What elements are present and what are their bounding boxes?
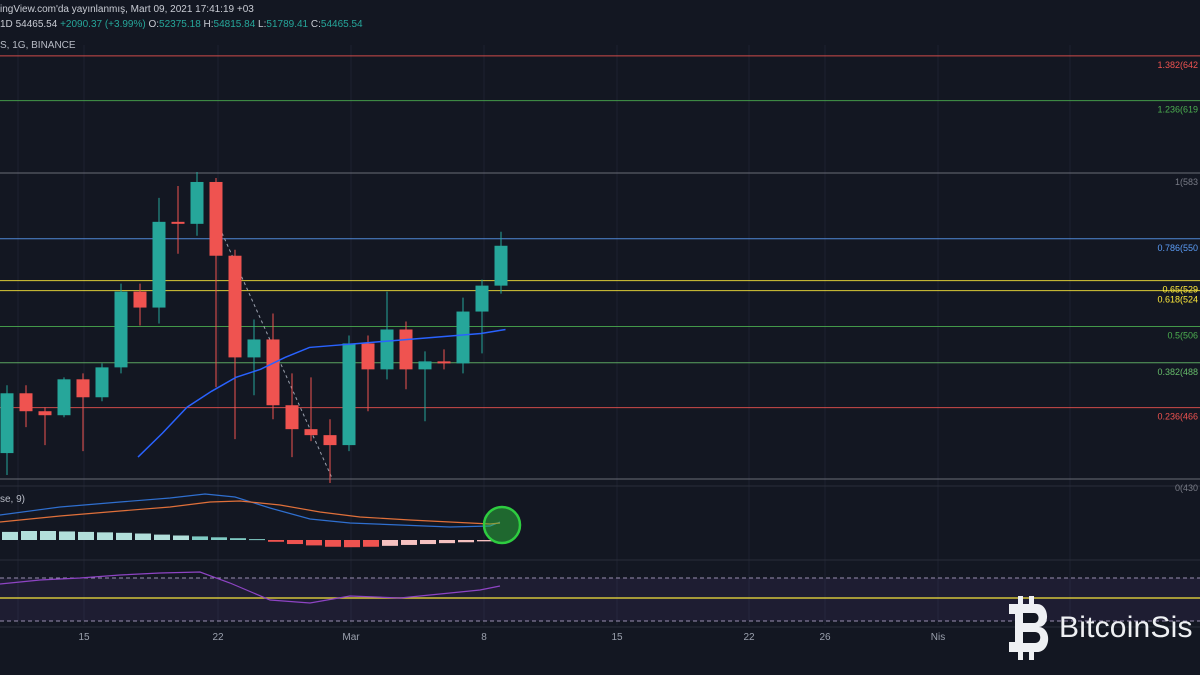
x-tick-label: Nis xyxy=(931,632,945,643)
candle-body xyxy=(114,291,128,368)
macd-histogram-bar xyxy=(154,534,170,540)
fib-level-label: 0.618(524 xyxy=(1157,295,1198,305)
candle-body xyxy=(209,181,223,256)
macd-histogram-bar xyxy=(21,531,37,540)
candle-body xyxy=(228,255,242,358)
macd-histogram-bar xyxy=(363,540,379,547)
macd-histogram-bar xyxy=(249,539,265,541)
macd-histogram-bar xyxy=(116,532,132,540)
macd-histogram-bar xyxy=(135,533,151,540)
x-tick-label: Mar xyxy=(342,632,360,643)
high-label: H: xyxy=(203,19,214,30)
macd-histogram-bar xyxy=(325,540,341,547)
candle-body xyxy=(266,339,280,406)
low-value: 51789.41 xyxy=(266,19,309,30)
x-tick-label: 15 xyxy=(611,632,623,643)
candle-body xyxy=(38,411,52,416)
macd-histogram-bar xyxy=(2,531,18,540)
fib-level-label: 0(430 xyxy=(1175,483,1198,493)
open-value: 52375.18 xyxy=(159,19,201,30)
fib-level-label: 0.65(529 xyxy=(1162,285,1198,295)
candle-body xyxy=(323,435,337,446)
candle-body xyxy=(190,181,204,224)
macd-histogram-bar xyxy=(78,531,94,540)
macd-label: se, 9) xyxy=(0,494,26,505)
candle-body xyxy=(456,311,470,364)
moving-average-line xyxy=(137,328,506,458)
macd-histogram-bar xyxy=(306,540,322,546)
candle-body xyxy=(437,361,451,364)
candle-body xyxy=(152,221,166,308)
fib-level-label: 0.236(466 xyxy=(1157,412,1198,422)
macd-histogram-bar xyxy=(211,537,227,540)
exchange-info: S, 1G, BINANCE xyxy=(0,40,76,51)
macd-histogram-bar xyxy=(230,538,246,540)
fib-level-label: 0.382(488 xyxy=(1157,367,1198,377)
macd-histogram-bar xyxy=(382,540,398,546)
last-price: 54465.54 xyxy=(15,19,58,30)
candle-body xyxy=(475,285,489,312)
macd-line xyxy=(0,493,501,528)
fib-level-label: 0.786(550 xyxy=(1157,243,1198,253)
candle-body xyxy=(342,343,356,446)
candle-body xyxy=(380,329,394,370)
candle-body xyxy=(361,343,375,370)
candle-body xyxy=(399,329,413,370)
crossover-highlight xyxy=(482,505,522,545)
candle-body xyxy=(247,339,261,358)
watermark: BitcoinSis xyxy=(1005,596,1193,660)
fib-level-label: 1(583 xyxy=(1175,177,1198,187)
ohlc-readout: 1D 54465.54 +2090.37 (+3.99%) O:52375.18… xyxy=(0,19,363,30)
published-info: ingView.com'da yayınlanmış, Mart 09, 202… xyxy=(0,4,254,15)
watermark-text: BitcoinSis xyxy=(1059,611,1193,644)
macd-histogram-bar xyxy=(192,536,208,540)
candle-body xyxy=(95,367,109,398)
candle-body xyxy=(285,405,299,430)
macd-histogram-bar xyxy=(420,540,436,545)
rsi-line xyxy=(0,571,501,604)
candle-body xyxy=(304,429,318,436)
high-value: 54815.84 xyxy=(213,19,256,30)
fib-level-label: 0.5(506 xyxy=(1167,330,1198,340)
x-tick-label: 15 xyxy=(78,632,90,643)
price-change: +2090.37 (+3.99%) xyxy=(60,19,146,30)
candle-body xyxy=(0,393,14,454)
macd-histogram-bar xyxy=(173,535,189,540)
candle-body xyxy=(57,379,71,416)
bitcoin-logo-icon xyxy=(1009,596,1049,660)
macd-histogram-bar xyxy=(401,540,417,545)
signal-line xyxy=(0,500,501,525)
macd-histogram-bar xyxy=(344,540,360,548)
candle-body xyxy=(171,221,185,224)
macd-histogram-bar xyxy=(40,531,56,540)
macd-histogram-bar xyxy=(268,540,284,542)
candle-body xyxy=(494,245,508,286)
macd-histogram-bar xyxy=(439,540,455,544)
symbol-timeframe: 1D xyxy=(0,19,13,30)
fib-level-label: 1.236(619 xyxy=(1157,105,1198,115)
close-label: C: xyxy=(310,19,321,30)
open-label: O: xyxy=(148,19,160,30)
rsi-band xyxy=(0,578,1200,621)
macd-histogram-bar xyxy=(59,531,75,540)
candle-body xyxy=(133,291,147,308)
macd-histogram-bar xyxy=(287,540,303,545)
fib-level-label: 1.382(642 xyxy=(1157,60,1198,70)
macd-histogram-bar xyxy=(458,540,474,543)
candle-body xyxy=(19,393,33,412)
candle-body xyxy=(76,379,90,398)
close-value: 54465.54 xyxy=(320,19,363,30)
macd-histogram-bar xyxy=(477,540,493,542)
macd-histogram-bar xyxy=(97,532,113,540)
candle-body xyxy=(418,361,432,370)
x-tick-label: 22 xyxy=(212,632,224,643)
x-tick-label: 8 xyxy=(481,632,487,643)
x-tick-label: 26 xyxy=(819,632,831,643)
low-label: L: xyxy=(258,19,267,30)
x-tick-label: 22 xyxy=(743,632,755,643)
